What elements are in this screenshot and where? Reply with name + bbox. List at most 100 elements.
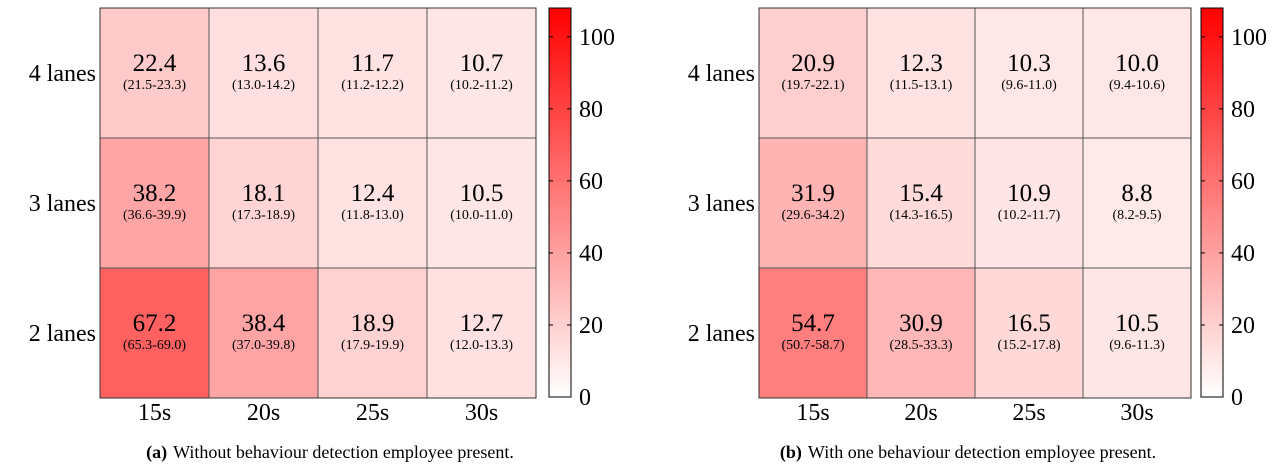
cell-value-label: 20.9 — [791, 50, 835, 77]
colorbar — [548, 7, 572, 398]
heatmap-cell — [208, 267, 319, 399]
cell-value-label: 31.9 — [791, 180, 835, 207]
x-tick-label: 15s — [796, 400, 829, 426]
cell-value-label: 54.7 — [791, 310, 835, 337]
cell-interval-label: (13.0-14.2) — [232, 78, 295, 93]
cell-value-label: 67.2 — [133, 310, 177, 337]
heatmap-frame — [99, 7, 537, 399]
cell-interval-label: (12.0-13.3) — [450, 338, 513, 353]
colorbar-tick-label: 100 — [1231, 25, 1267, 51]
x-tick-label: 15s — [138, 400, 171, 426]
cell-interval-label: (11.5-13.1) — [890, 78, 953, 93]
cell-interval-label: (50.7-58.7) — [782, 338, 845, 353]
heatmap-cell — [758, 7, 868, 139]
cell-value-label: 12.4 — [351, 180, 395, 207]
cell-interval-label: (17.9-19.9) — [341, 338, 404, 353]
cell-interval-label: (11.8-13.0) — [341, 208, 404, 223]
caption-label: (a) — [146, 442, 167, 463]
cell-value-label: 30.9 — [899, 310, 943, 337]
cell-value-label: 10.7 — [460, 50, 504, 77]
colorbar-tick-label: 0 — [579, 385, 591, 411]
cell-value-label: 15.4 — [899, 180, 943, 207]
x-tick-label: 20s — [904, 400, 937, 426]
colorbar-tick-label: 60 — [579, 169, 603, 195]
colorbar-tick-label: 60 — [1231, 169, 1255, 195]
cell-interval-label: (29.6-34.2) — [782, 208, 845, 223]
heatmap-panel-b: 20.9(19.7-22.1)12.3(11.5-13.1)10.3(9.6-1… — [688, 7, 1267, 463]
cell-value-label: 10.3 — [1007, 50, 1051, 77]
caption-text: Without behaviour detection employee pre… — [173, 442, 514, 462]
x-tick-label: 25s — [1012, 400, 1045, 426]
cell-interval-label: (9.6-11.3) — [1109, 338, 1165, 353]
heatmap-cell — [1082, 7, 1192, 139]
y-tick-label: 4 lanes — [688, 61, 755, 87]
cell-interval-label: (37.0-39.8) — [232, 338, 295, 353]
cell-value-label: 18.1 — [242, 180, 286, 207]
caption-text: With one behaviour detection employee pr… — [808, 442, 1156, 462]
heatmap-cell — [426, 7, 537, 139]
heatmap-cell — [208, 137, 319, 269]
cell-value-label: 10.0 — [1115, 50, 1159, 77]
cell-interval-label: (10.2-11.7) — [998, 208, 1061, 223]
heatmap-panel-a: 22.4(21.5-23.3) 13.6(13.0-14.2) 11.7(11.2-… — [29, 7, 615, 463]
cell-interval-label: (65.3-69.0) — [123, 338, 186, 353]
cell-interval-label: (9.4-10.6) — [1109, 78, 1165, 93]
cell-interval-label: (21.5-23.3) — [123, 78, 186, 93]
y-tick-label: 2 lanes — [688, 321, 755, 347]
cell-interval-label: (15.2-17.8) — [998, 338, 1061, 353]
colorbar — [1200, 7, 1224, 398]
y-tick-label: 3 lanes — [688, 191, 755, 217]
cell-value-label: 12.3 — [899, 50, 943, 77]
caption-label: (b) — [780, 442, 802, 463]
cell-interval-label: (19.7-22.1) — [782, 78, 845, 93]
cell-interval-label: (36.6-39.9) — [123, 208, 186, 223]
x-tick-label: 20s — [247, 400, 280, 426]
heatmap-cell — [426, 137, 537, 269]
heatmap-cell — [1082, 137, 1192, 269]
heatmap-cell — [974, 267, 1084, 399]
cell-value-label: 8.8 — [1121, 180, 1152, 207]
colorbar-tick-label: 20 — [579, 313, 603, 339]
y-tick-label: 3 lanes — [29, 191, 96, 217]
cell-interval-label: (10.2-11.2) — [450, 78, 513, 93]
cell-interval-label: (11.2-12.2) — [341, 78, 404, 93]
heatmap-cell — [1082, 267, 1192, 399]
colorbar-tick-label: 0 — [1231, 385, 1243, 411]
heatmap-cell — [208, 7, 319, 139]
cell-interval-label: (8.2-9.5) — [1113, 208, 1162, 223]
heatmap-cell — [99, 7, 210, 139]
heatmap-cell — [866, 267, 976, 399]
cell-interval-label: (28.5-33.3) — [890, 338, 953, 353]
cell-value-label: 10.5 — [1115, 310, 1159, 337]
cell-interval-label: (9.6-11.0) — [1001, 78, 1057, 93]
heatmap-cell — [974, 7, 1084, 139]
cell-interval-label: (10.0-11.0) — [450, 208, 513, 223]
cell-value-label: 22.4 — [133, 50, 177, 77]
colorbar-tick-label: 40 — [579, 241, 603, 267]
heatmap-cell — [426, 267, 537, 399]
cell-value-label: 13.6 — [242, 50, 286, 77]
heatmap-cell — [758, 137, 868, 269]
colorbar-tick-label: 100 — [579, 25, 615, 51]
cell-value-label: 38.2 — [133, 180, 177, 207]
figure-caption: (b) With one behaviour detection employee… — [780, 442, 1156, 463]
cell-value-label: 10.9 — [1007, 180, 1051, 207]
heatmap-cell — [866, 137, 976, 269]
figure-caption: (a) Without behaviour detection employee … — [146, 442, 514, 463]
cell-value-label: 38.4 — [242, 310, 286, 337]
colorbar-tick-label: 40 — [1231, 241, 1255, 267]
cell-interval-label: (17.3-18.9) — [232, 208, 295, 223]
colorbar-tick-label: 80 — [579, 97, 603, 123]
y-tick-label: 2 lanes — [29, 321, 96, 347]
x-tick-label: 30s — [465, 400, 498, 426]
colorbar-tick-label: 80 — [1231, 97, 1255, 123]
heatmap-frame — [758, 7, 1192, 399]
x-tick-label: 25s — [356, 400, 389, 426]
cell-value-label: 11.7 — [351, 50, 394, 77]
cell-value-label: 12.7 — [460, 310, 504, 337]
heatmap-cell — [866, 7, 976, 139]
y-tick-label: 4 lanes — [29, 61, 96, 87]
cell-interval-label: (14.3-16.5) — [890, 208, 953, 223]
cell-value-label: 18.9 — [351, 310, 395, 337]
